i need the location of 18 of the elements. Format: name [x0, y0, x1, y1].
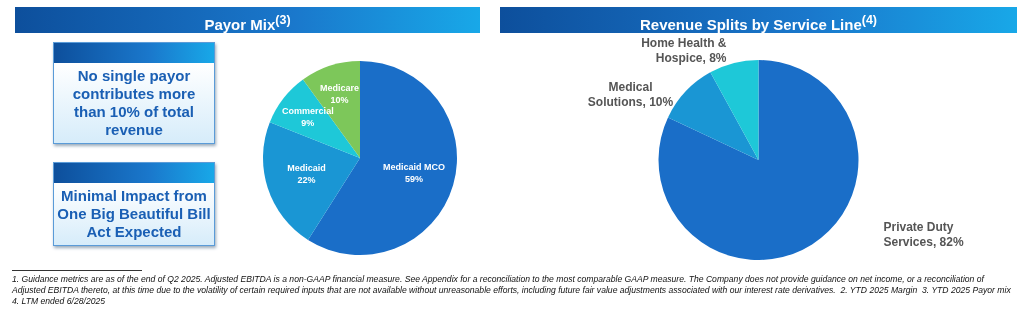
data-label: 9%	[301, 117, 315, 128]
pie-slice	[710, 60, 759, 160]
slice-label: Home Health & Hospice, 8%	[641, 35, 727, 65]
slice-label: Medicaid MCO	[383, 161, 446, 172]
slice-label: Private Duty Services, 82%	[883, 219, 964, 249]
data-label: 59%	[405, 173, 424, 184]
text: Minimal Impact from One Big Beautiful Bill Act Expected	[54, 183, 214, 245]
slice-label: Medical Solutions, 10%	[587, 79, 674, 109]
slice-label: Medicaid	[287, 163, 326, 174]
text: No single payor contributes more than 10% of total revenue	[54, 63, 214, 143]
data-label: 10%	[330, 95, 349, 106]
chart-title: Payor Mix$^{(3)}$	[15, 7, 480, 33]
text: 1. Guidance metrics are as of the end of Q2 2025. Adjusted EBITDA is a non-GAAP financial measure. See Appendix for a reconciliation to the most comparable GAAP measure. The Company does not provide guidance on net income, or a reconciliation of Adjusted EBITDA thereto, at this time due to the volatility of certain required inputs that are not available without unreasonable efforts, including future fair value adjustments associated with our interest rate derivatives. 2. YTD 2025 Margin 3. YTD 2025 Payor mix 4. LTM ended 6/28/2025	[12, 274, 1012, 307]
pie-slice	[269, 79, 360, 158]
chart-title: Revenue Splits by Service Line$^{(4)}$	[500, 7, 1017, 33]
slice-label: Medicare	[320, 83, 360, 94]
data-label: 22%	[297, 175, 316, 186]
pie-slice	[263, 122, 360, 240]
